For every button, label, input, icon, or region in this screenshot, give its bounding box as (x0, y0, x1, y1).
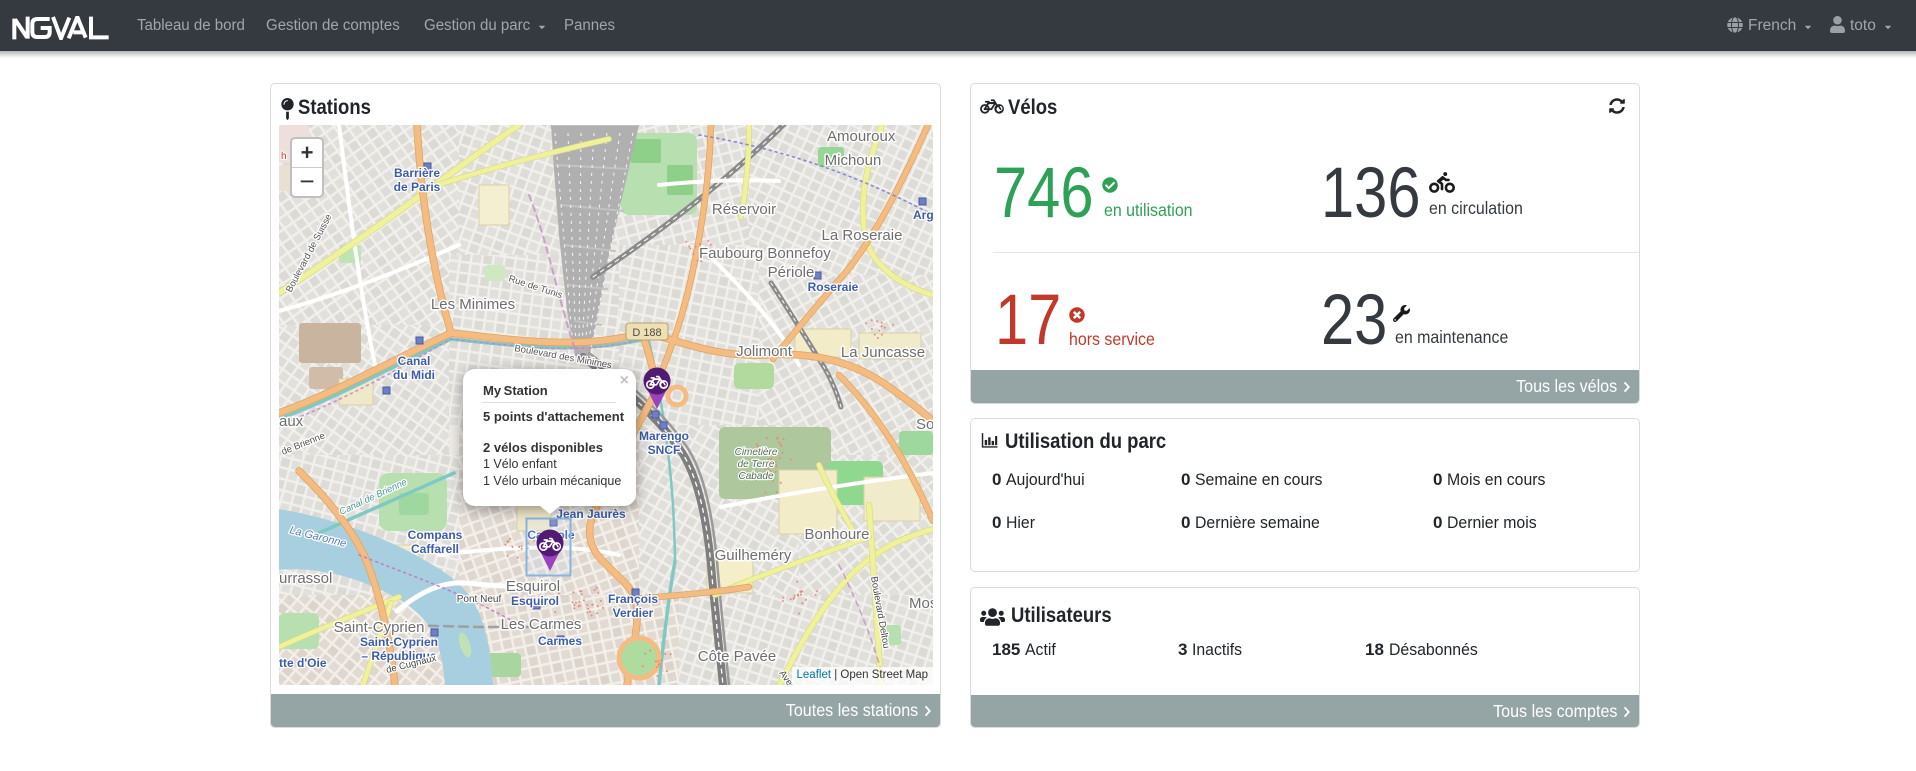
svg-text:Verdier: Verdier (613, 606, 654, 620)
svg-text:Jean Jaurès: Jean Jaurès (556, 507, 626, 521)
svg-text:tte d'Oie: tte d'Oie (279, 656, 327, 670)
svg-text:Canal: Canal (398, 354, 431, 368)
svg-text:Amouroux: Amouroux (827, 128, 896, 145)
svg-text:La Roseraie: La Roseraie (822, 227, 903, 244)
svg-text:urrassol: urrassol (279, 570, 332, 587)
svg-text:Jolimont: Jolimont (736, 343, 793, 360)
svg-text:de Terre: de Terre (738, 459, 775, 470)
svg-text:Faubourg Bonnefoy: Faubourg Bonnefoy (699, 245, 831, 262)
svg-text:Côte Pavée: Côte Pavée (698, 648, 776, 665)
svg-text:Réservoir: Réservoir (712, 201, 776, 218)
svg-text:Marengo: Marengo (639, 429, 689, 443)
svg-text:Carmes: Carmes (538, 634, 582, 648)
svg-text:Les Carmes: Les Carmes (501, 616, 582, 633)
svg-text:Esquirol: Esquirol (506, 578, 560, 595)
svg-text:Compans: Compans (408, 528, 463, 542)
svg-text:Michoun: Michoun (825, 152, 882, 169)
svg-text:de Paris: de Paris (394, 180, 441, 194)
svg-text:Cimetière: Cimetière (735, 447, 778, 458)
svg-text:SNCF: SNCF (648, 443, 681, 457)
svg-text:Soup: Soup (916, 416, 933, 433)
svg-text:Moscou: Moscou (909, 595, 933, 612)
svg-text:Les Minimes: Les Minimes (431, 296, 515, 313)
svg-text:Esquirol: Esquirol (511, 594, 559, 608)
svg-text:Barrière: Barrière (394, 166, 440, 180)
svg-text:Périole: Périole (768, 264, 815, 281)
svg-text:Saint-Cyprien: Saint-Cyprien (360, 635, 438, 649)
svg-text:– République: – République (361, 649, 437, 663)
svg-text:Cabade: Cabade (738, 471, 773, 482)
svg-text:Guilheméry: Guilheméry (715, 547, 792, 564)
svg-text:Argoule: Argoule (913, 208, 933, 222)
svg-text:Pont Neuf: Pont Neuf (457, 594, 502, 605)
svg-text:La Juncasse: La Juncasse (841, 344, 925, 361)
svg-text:Roseraie: Roseraie (808, 280, 859, 294)
svg-text:François: François (608, 592, 658, 606)
svg-text:du Midi: du Midi (393, 368, 435, 382)
svg-text:D 188: D 188 (632, 327, 661, 339)
svg-text:aux: aux (279, 413, 304, 430)
svg-text:Caffarell: Caffarell (411, 542, 459, 556)
svg-text:Bonhoure: Bonhoure (804, 526, 869, 543)
svg-text:h: h (281, 151, 287, 162)
svg-text:Saint-Cyprien: Saint-Cyprien (334, 619, 425, 636)
